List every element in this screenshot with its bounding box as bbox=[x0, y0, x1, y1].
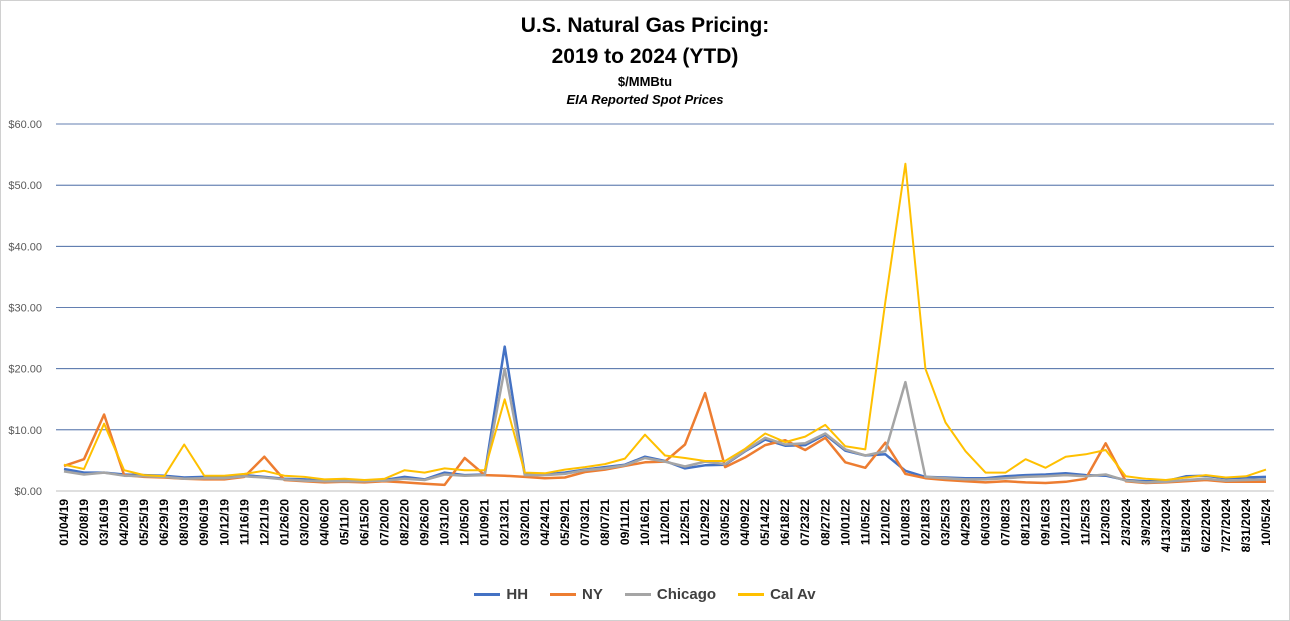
x-tick-label: 04/29/23 bbox=[959, 499, 973, 546]
chart-title: U.S. Natural Gas Pricing: bbox=[520, 14, 770, 37]
x-tick-label: 03/16/19 bbox=[97, 499, 111, 546]
x-tick-label: 8/31/2024 bbox=[1239, 499, 1253, 553]
legend-label: HH bbox=[506, 586, 529, 603]
x-tick-label: 05/29/21 bbox=[558, 499, 572, 546]
x-tick-label: 03/05/22 bbox=[718, 499, 732, 546]
x-tick-label: 6/22/2024 bbox=[1199, 499, 1213, 553]
y-tick-label: $20.00 bbox=[8, 364, 42, 376]
y-tick-label: $30.00 bbox=[8, 303, 42, 315]
x-tick-label: 06/18/22 bbox=[778, 499, 792, 546]
x-tick-label: 11/05/22 bbox=[858, 499, 872, 545]
chart-legend: HH NY Chicago Cal Av bbox=[0, 586, 1290, 603]
legend-item: Cal Av bbox=[738, 586, 816, 603]
x-tick-label: 09/16/23 bbox=[1039, 499, 1053, 546]
x-tick-label: 2/3/2024 bbox=[1119, 499, 1133, 546]
x-tick-label: 11/20/21 bbox=[658, 499, 672, 545]
y-tick-label: $60.00 bbox=[8, 119, 42, 131]
legend-item: HH bbox=[474, 586, 528, 603]
x-tick-label: 09/11/21 bbox=[618, 499, 632, 545]
legend-swatch bbox=[738, 593, 765, 596]
legend-swatch bbox=[624, 593, 651, 596]
x-tick-label: 07/20/20 bbox=[378, 499, 392, 546]
x-tick-label: 03/02/20 bbox=[297, 499, 311, 546]
x-tick-label: 07/23/22 bbox=[798, 499, 812, 546]
x-tick-label: 11/16/19 bbox=[237, 499, 251, 545]
x-tick-label: 06/15/20 bbox=[358, 499, 372, 546]
x-tick-label: 08/12/23 bbox=[1019, 499, 1033, 546]
x-tick-label: 05/25/19 bbox=[137, 499, 151, 546]
x-tick-label: 10/31/20 bbox=[438, 499, 452, 546]
x-tick-label: 01/26/20 bbox=[277, 499, 291, 546]
x-tick-label: 08/27/22 bbox=[818, 499, 832, 546]
x-tick-label: 02/13/21 bbox=[498, 499, 512, 546]
chart-subtitle-units: $/MMBtu bbox=[617, 74, 673, 89]
x-tick-label: 5/18/2024 bbox=[1179, 499, 1193, 553]
x-tick-label: 10/12/19 bbox=[217, 499, 231, 546]
x-tick-label: 04/06/20 bbox=[317, 499, 331, 546]
series-line-chicago bbox=[63, 367, 1267, 484]
x-tick-label: 04/24/21 bbox=[538, 499, 552, 546]
x-tick-label: 02/08/19 bbox=[77, 499, 91, 546]
x-tick-label: 02/18/23 bbox=[918, 499, 932, 546]
x-tick-label: 03/20/21 bbox=[518, 499, 532, 546]
x-tick-label: 10/01/22 bbox=[838, 499, 852, 546]
x-tick-label: 03/25/23 bbox=[938, 499, 952, 546]
x-tick-label: 10/21/23 bbox=[1059, 499, 1073, 546]
x-tick-label: 06/29/19 bbox=[157, 499, 171, 546]
x-tick-label: 4/13/2024 bbox=[1159, 499, 1173, 553]
x-tick-label: 07/08/23 bbox=[999, 499, 1013, 546]
x-tick-label: 08/22/20 bbox=[398, 499, 412, 546]
x-tick-label: 12/30/23 bbox=[1099, 499, 1113, 546]
series-line-ny bbox=[63, 391, 1266, 487]
x-tick-label: 12/25/21 bbox=[678, 499, 692, 546]
x-tick-label: 04/09/22 bbox=[738, 499, 752, 546]
x-tick-label: 12/21/19 bbox=[257, 499, 271, 546]
x-tick-label: 08/03/19 bbox=[177, 499, 191, 546]
legend-swatch bbox=[550, 593, 577, 596]
x-tick-label: 10/16/21 bbox=[638, 499, 652, 546]
x-tick-label: 01/09/21 bbox=[478, 499, 492, 546]
x-tick-label: 05/11/20 bbox=[337, 499, 351, 545]
legend-label: Cal Av bbox=[770, 586, 816, 603]
x-tick-label: 10/05/24 bbox=[1259, 499, 1273, 546]
y-tick-label: $50.00 bbox=[8, 180, 42, 192]
x-tick-label: 09/06/19 bbox=[197, 499, 211, 546]
legend-swatch bbox=[474, 593, 501, 596]
chart-subtitle-source: EIA Reported Spot Prices bbox=[566, 92, 724, 107]
x-tick-label: 01/04/19 bbox=[57, 499, 71, 546]
y-tick-label: $10.00 bbox=[8, 425, 42, 437]
x-tick-label: 07/03/21 bbox=[578, 499, 592, 546]
x-tick-label: 12/10/22 bbox=[878, 499, 892, 546]
x-tick-label: 06/03/23 bbox=[979, 499, 993, 546]
y-tick-label: $0.00 bbox=[14, 486, 42, 498]
series-line-cal-av bbox=[63, 162, 1267, 481]
legend-label: Chicago bbox=[656, 586, 717, 603]
x-tick-label: 01/08/23 bbox=[898, 499, 912, 546]
x-tick-label: 04/20/19 bbox=[117, 499, 131, 546]
x-tick-label: 09/26/20 bbox=[418, 499, 432, 546]
x-tick-label: 7/27/2024 bbox=[1219, 499, 1233, 553]
chart-title-line2: 2019 to 2024 (YTD) bbox=[551, 45, 739, 68]
x-tick-label: 01/29/22 bbox=[698, 499, 712, 546]
x-tick-label: 05/14/22 bbox=[758, 499, 772, 546]
x-tick-label: 12/05/20 bbox=[458, 499, 472, 546]
legend-item: Chicago bbox=[624, 586, 717, 603]
legend-label: NY bbox=[582, 586, 603, 603]
legend-item: NY bbox=[550, 586, 603, 603]
x-tick-label: 11/25/23 bbox=[1079, 499, 1093, 545]
x-tick-label: 08/07/21 bbox=[598, 499, 612, 546]
x-tick-label: 3/9/2024 bbox=[1139, 499, 1153, 546]
y-tick-label: $40.00 bbox=[8, 241, 42, 253]
